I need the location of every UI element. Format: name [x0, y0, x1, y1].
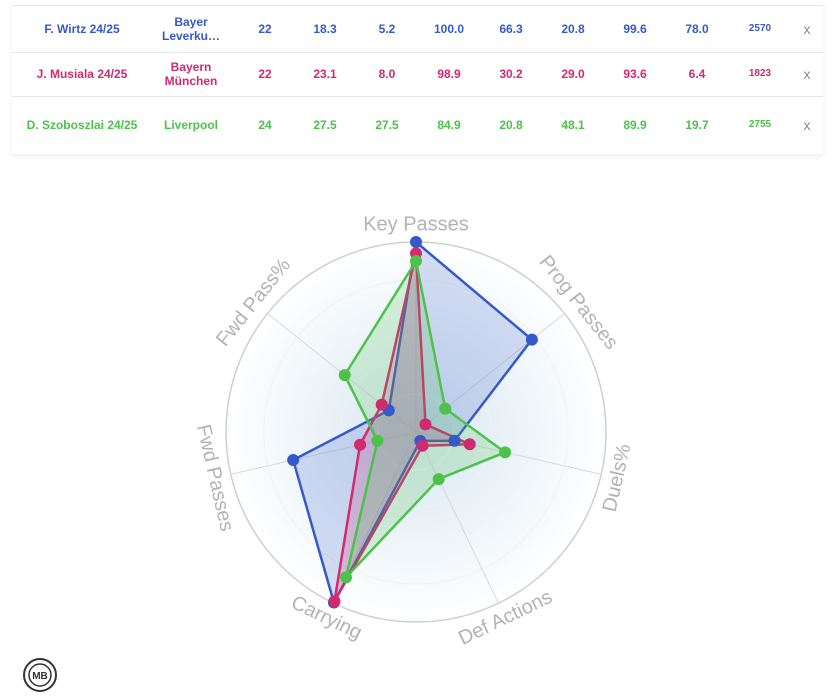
stat-cell: 99.6: [623, 22, 647, 36]
data-point[interactable]: [416, 439, 429, 452]
remove-player-button[interactable]: x: [803, 116, 811, 133]
data-point[interactable]: [328, 595, 341, 608]
data-point[interactable]: [525, 333, 538, 346]
stat-cell: 30.2: [499, 67, 523, 81]
stat-cell: 19.7: [685, 117, 709, 132]
stat-cell: 23.1: [313, 67, 337, 81]
table-row: D. Szoboszlai 24/25 Liverpool 24 27.5 27…: [12, 97, 823, 152]
remove-player-button[interactable]: x: [803, 66, 811, 82]
data-point[interactable]: [338, 369, 351, 382]
data-point[interactable]: [432, 473, 445, 486]
data-point[interactable]: [439, 402, 452, 415]
series-area-2: [333, 252, 471, 603]
stat-cell: 29.0: [561, 67, 585, 81]
stat-cell: 89.9: [623, 117, 647, 132]
stat-cell: 20.8: [499, 117, 523, 132]
data-point[interactable]: [448, 434, 461, 447]
stat-cell: 48.1: [561, 117, 585, 132]
stat-cell: 93.6: [623, 67, 647, 81]
stat-cell: 20.8: [561, 22, 585, 36]
radar-axis-line: [230, 431, 417, 475]
team-name: Bayern München: [164, 60, 218, 88]
remove-player-button[interactable]: x: [803, 21, 811, 37]
player-name[interactable]: D. Szoboszlai 24/25: [26, 117, 138, 132]
data-point[interactable]: [375, 398, 388, 411]
stat-cell: 5.2: [378, 22, 396, 36]
stat-cell: 22: [258, 22, 272, 36]
mb-logo: MB: [22, 657, 58, 693]
data-point[interactable]: [340, 571, 353, 584]
player-name[interactable]: J. Musiala 24/25: [36, 67, 128, 81]
radar-axis-line: [415, 431, 499, 604]
stat-cell: 98.9: [437, 67, 461, 81]
data-point[interactable]: [287, 454, 300, 467]
logo-text: MB: [32, 671, 48, 682]
stat-cell: 22: [258, 67, 272, 81]
stat-cell: 8.0: [378, 67, 396, 81]
stat-cell: 66.3: [499, 22, 523, 36]
data-point[interactable]: [354, 438, 367, 451]
stat-cell: 27.5: [313, 117, 337, 132]
stat-cell: 100.0: [433, 22, 465, 36]
comparison-table: F. Wirtz 24/25 Bayer Leverku… 22 18.3 5.…: [12, 0, 823, 154]
minutes-cell: 2570: [748, 23, 772, 34]
data-point[interactable]: [499, 446, 512, 459]
minutes-cell: 2755: [748, 118, 772, 130]
stat-cell: 24: [258, 117, 272, 132]
player-name[interactable]: F. Wirtz 24/25: [44, 22, 120, 36]
data-point[interactable]: [419, 418, 432, 431]
data-point[interactable]: [410, 255, 422, 267]
stat-cell: 27.5: [375, 117, 399, 132]
team-name: Bayer Leverku…: [161, 15, 221, 43]
table-row: F. Wirtz 24/25 Bayer Leverku… 22 18.3 5.…: [12, 5, 823, 53]
stat-cell: 6.4: [688, 67, 706, 81]
stat-cell: 78.0: [685, 22, 709, 36]
minutes-cell: 1823: [748, 68, 772, 79]
axis-label: Key Passes: [363, 213, 469, 235]
table-row: J. Musiala 24/25 Bayern München 22 23.1 …: [12, 52, 823, 97]
stat-cell: 84.9: [437, 117, 461, 132]
data-point[interactable]: [463, 438, 476, 451]
data-point[interactable]: [410, 236, 422, 248]
team-name: Liverpool: [163, 117, 218, 132]
data-point[interactable]: [371, 434, 384, 447]
stat-cell: 18.3: [313, 22, 337, 36]
